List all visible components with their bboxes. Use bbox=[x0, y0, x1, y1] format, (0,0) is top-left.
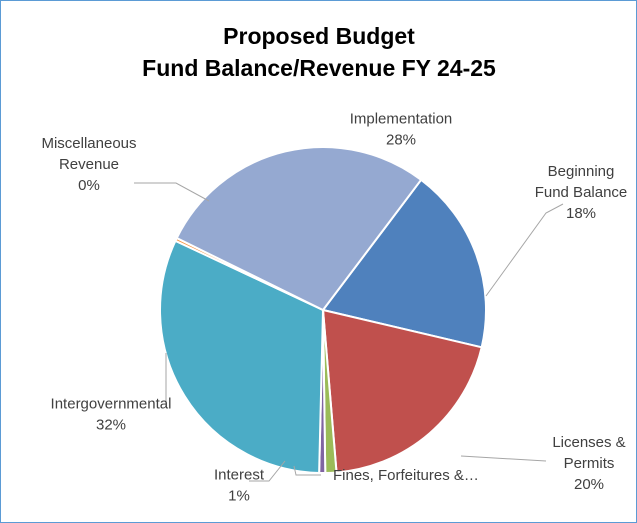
leader-line-licenses-permits bbox=[460, 455, 547, 462]
data-label-percent-miscellaneous-revenue: 0% bbox=[78, 177, 100, 194]
leader-lines bbox=[134, 182, 564, 482]
slice-licenses-permits bbox=[321, 308, 483, 474]
leader-line-interest bbox=[249, 460, 286, 482]
data-label-beginning-fund-balance: Fund Balance bbox=[535, 184, 628, 201]
chart-title-line-2: Fund Balance/Revenue FY 24-25 bbox=[142, 55, 496, 81]
data-label-percent-intergovernmental: 32% bbox=[96, 417, 126, 434]
slice-beginning-fund-balance bbox=[321, 178, 487, 349]
chart-title-line-1: Proposed Budget bbox=[223, 23, 415, 49]
data-label-licenses-permits: Licenses & bbox=[552, 434, 625, 451]
data-label-miscellaneous-revenue: Miscellaneous bbox=[41, 135, 136, 152]
pie-slices bbox=[159, 145, 487, 474]
data-label-beginning-fund-balance: Beginning bbox=[548, 163, 615, 180]
leader-line-fines-forfeitures bbox=[293, 465, 321, 476]
leader-line-miscellaneous-revenue bbox=[134, 182, 210, 202]
data-label-fines-forfeitures: Fines, Forfeitures &… bbox=[333, 467, 479, 484]
data-label-percent-implementation: 28% bbox=[386, 132, 416, 149]
data-label-interest: Interest bbox=[214, 467, 265, 484]
data-label-licenses-permits: Permits bbox=[564, 455, 615, 472]
slice-implementation bbox=[175, 145, 423, 312]
data-label-miscellaneous-revenue: Revenue bbox=[59, 156, 119, 173]
data-label-intergovernmental: Intergovernmental bbox=[51, 396, 172, 413]
slice-labels: Beginning Fund Balance 18% Licenses & Permit… bbox=[41, 111, 627, 505]
data-label-percent-interest: 1% bbox=[228, 488, 250, 505]
leader-line-beginning-fund-balance bbox=[485, 203, 564, 297]
data-label-percent-licenses-permits: 20% bbox=[574, 476, 604, 493]
data-label-percent-beginning-fund-balance: 18% bbox=[566, 205, 596, 222]
data-label-implementation: Implementation bbox=[350, 111, 453, 128]
